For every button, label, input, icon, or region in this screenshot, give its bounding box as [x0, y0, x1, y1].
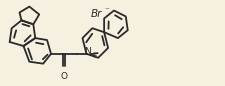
Text: O: O: [60, 72, 67, 80]
Text: ⁻: ⁻: [104, 6, 109, 15]
Text: N: N: [84, 47, 90, 56]
Text: +: +: [90, 51, 96, 60]
Text: Br: Br: [90, 9, 101, 19]
